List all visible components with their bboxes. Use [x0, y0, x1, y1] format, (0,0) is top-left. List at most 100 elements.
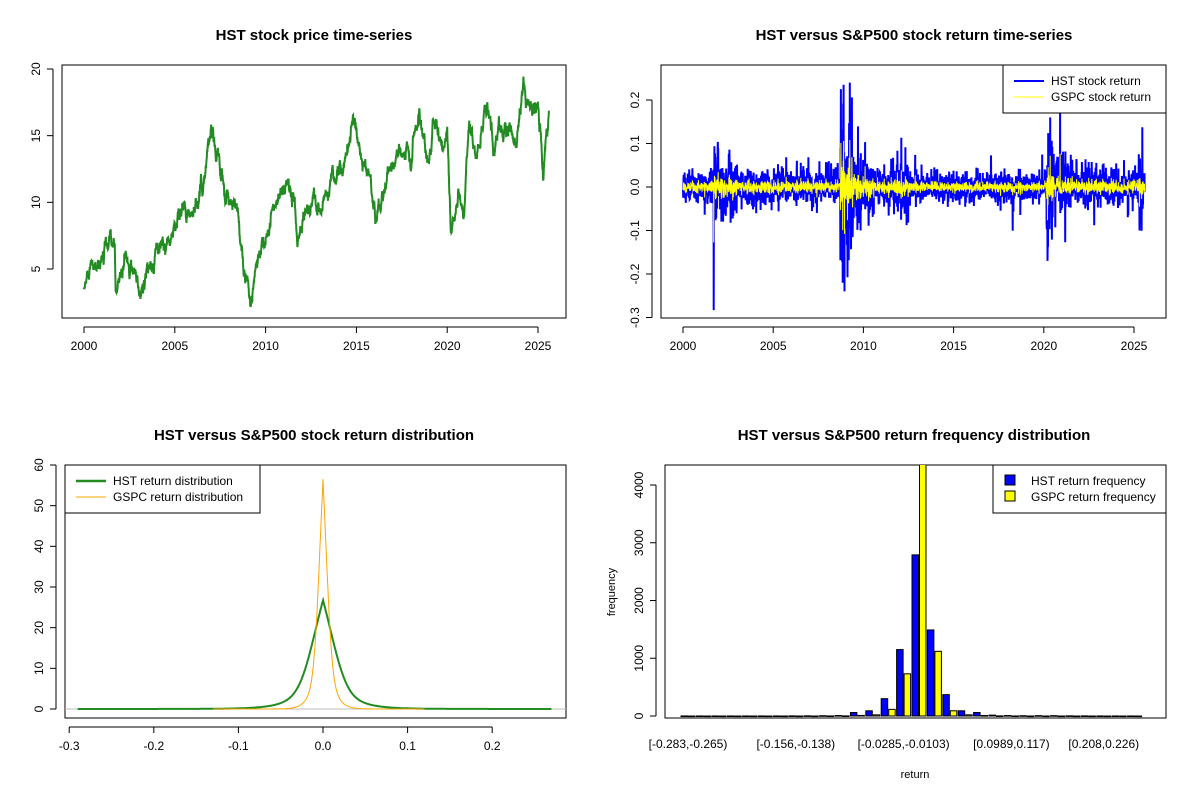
plot-frame [664, 464, 1167, 719]
hst-frequency-bar [1127, 715, 1135, 718]
gspc-frequency-bar [857, 714, 865, 717]
gspc-frequency-bar [1088, 715, 1096, 718]
gspc-density-line [213, 479, 425, 710]
y-tick-label: 20 [32, 621, 46, 635]
gspc-frequency-bar [718, 715, 727, 718]
x-tick-label: 2000 [670, 339, 697, 353]
gspc-frequency-bar [1042, 715, 1050, 718]
gspc-frequency-bar [826, 715, 835, 718]
x-tick-label: 2010 [850, 339, 877, 353]
category-label: [0.0989,0.117) [973, 737, 1050, 751]
y-tick-label: 60 [32, 458, 46, 472]
hst-frequency-bar [1019, 715, 1027, 717]
gspc-frequency-bar [996, 715, 1004, 717]
x-tick-label: 0.1 [399, 739, 416, 753]
hst-frequency-bar [849, 712, 858, 717]
y-tick-label: 0.0 [628, 178, 642, 195]
y-tick-label: 1000 [632, 645, 646, 672]
gspc-frequency-bar [811, 715, 819, 718]
hst-frequency-bar [911, 554, 919, 717]
gspc-frequency-bar [934, 650, 942, 717]
y-tick-label: -0.3 [628, 307, 642, 328]
hst-frequency-bar [1065, 715, 1073, 717]
hst-frequency-bar [695, 715, 704, 718]
hst-frequency-bar [1034, 715, 1043, 717]
y-tick-label: 10 [32, 661, 46, 675]
gspc-frequency-bar [749, 715, 758, 718]
price-panel: 2000 2005 2010 2015 2020 2025 5 10 15 20 [29, 62, 567, 353]
legend-box [1002, 64, 1167, 114]
hst-frequency-bar [1096, 715, 1104, 718]
hst-frequency-bar [819, 715, 827, 717]
category-label: [-0.283,-0.265) [649, 737, 728, 751]
legend-label: GSPC stock return [1051, 90, 1151, 104]
plot-frame [64, 464, 567, 719]
x-tick-label: 2005 [161, 339, 188, 353]
hst-frequency-bar [834, 715, 842, 717]
y-tick-label: 15 [29, 129, 43, 143]
legend-label: GSPC return frequency [1031, 490, 1156, 504]
histogram-xlabel: return [901, 769, 930, 781]
y-tick-label: 50 [32, 499, 46, 513]
gspc-frequency-bar [780, 715, 788, 718]
gspc-frequency-bar [1119, 715, 1127, 718]
histogram-ylabel: frequency [606, 567, 618, 616]
hst-frequency-bar [973, 712, 981, 717]
y-tick-label: 0.1 [628, 135, 642, 152]
gspc-frequency-bar [1026, 715, 1035, 718]
legend-label: GSPC return distribution [113, 490, 243, 504]
hst-frequency-bar [711, 715, 719, 718]
hst-frequency-bar [1003, 715, 1012, 717]
plot-frame [61, 64, 567, 319]
histogram-panel: 0 1000 2000 3000 4000 [-0.283,-0.265) [-0.156,… [632, 464, 1167, 751]
return-chart-title: HST versus S&P500 stock return time-seri… [756, 27, 1073, 44]
hst-frequency-bar [942, 694, 950, 717]
x-tick-label: 2025 [525, 339, 552, 353]
hst-frequency-bar [865, 710, 873, 717]
plot-frame [660, 64, 1167, 319]
x-tick-label: -0.3 [59, 739, 80, 753]
hst-frequency-bar [1080, 715, 1089, 717]
category-label: [0.208,0.226) [1068, 737, 1139, 751]
hst-frequency-bar [742, 715, 750, 718]
legend-label: HST stock return [1051, 74, 1141, 88]
gspc-frequency-bar [1011, 715, 1019, 718]
hst-frequency-bar [772, 715, 781, 718]
hst-frequency-bar [803, 715, 812, 717]
hst-frequency-bar [1050, 715, 1058, 717]
x-tick-label: 0.2 [484, 739, 501, 753]
hst-density-line [77, 596, 552, 710]
hst-frequency-bar [988, 714, 996, 717]
x-tick-label: 2015 [940, 339, 967, 353]
y-tick-label: 10 [29, 195, 43, 209]
y-tick-label: 4000 [632, 471, 646, 498]
hst-price-line [83, 76, 550, 308]
x-tick-label: 0.0 [315, 739, 332, 753]
x-tick-label: 2025 [1121, 339, 1148, 353]
price-chart-title: HST stock price time-series [216, 27, 413, 44]
y-tick-label: 3000 [632, 529, 646, 556]
gspc-frequency-bar [965, 714, 973, 717]
gspc-frequency-bar [734, 715, 742, 718]
legend-swatch-box [1004, 490, 1016, 502]
gspc-frequency-bar [795, 715, 804, 718]
y-tick-label: 30 [32, 580, 46, 594]
y-tick-label: -0.1 [628, 220, 642, 241]
gspc-frequency-bar [888, 708, 896, 717]
x-tick-label: 2020 [434, 339, 461, 353]
gspc-frequency-bar [1057, 715, 1066, 718]
gspc-frequency-bar [703, 715, 711, 718]
x-tick-label: -0.2 [143, 739, 164, 753]
legend-label: HST return frequency [1031, 474, 1146, 488]
category-label: [-0.156,-0.138) [756, 737, 835, 751]
gspc-frequency-bar [842, 715, 850, 717]
legend-box [64, 464, 261, 514]
gspc-frequency-bar [903, 673, 912, 717]
y-tick-label: 0.2 [628, 91, 642, 108]
gspc-frequency-bar [688, 715, 696, 718]
legend-box [992, 464, 1167, 514]
distribution-chart-title: HST versus S&P500 stock return distribut… [154, 427, 474, 444]
gspc-frequency-bar [1073, 715, 1081, 718]
gspc-frequency-bar [980, 715, 989, 717]
